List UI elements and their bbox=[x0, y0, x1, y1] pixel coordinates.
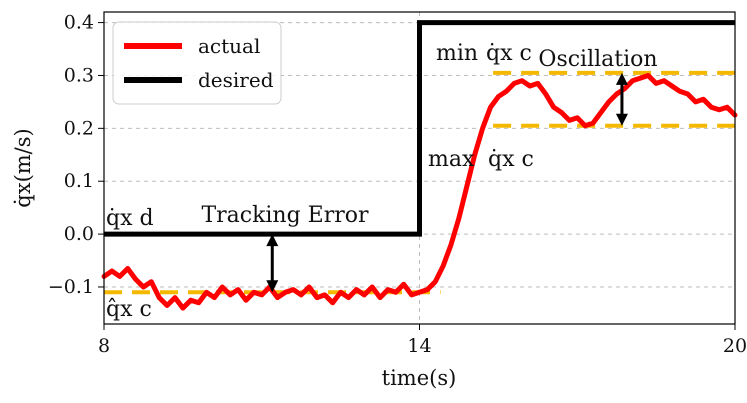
arrow-head-down bbox=[615, 113, 628, 126]
series-layer bbox=[101, 20, 738, 311]
annotation-q-desired: q̇x d bbox=[106, 206, 154, 231]
y-tick-label: −0.1 bbox=[48, 276, 94, 298]
x-tick-label: 20 bbox=[723, 335, 747, 357]
y-ticks: −0.1 0.0 0.1 0.2 0.3 0.4 bbox=[48, 12, 104, 298]
annotation-q-command-low: q̂x c bbox=[106, 297, 152, 322]
legend-box bbox=[112, 21, 282, 105]
annotation-max: max bbox=[428, 147, 475, 172]
arrow-head-up bbox=[266, 234, 279, 247]
x-axis-label: time(s) bbox=[382, 366, 457, 390]
y-tick-label: 0.3 bbox=[64, 64, 94, 86]
annotation-tracking-error: Tracking Error bbox=[201, 203, 369, 228]
arrows bbox=[266, 72, 628, 293]
annotation-min: min bbox=[436, 41, 478, 66]
series-line-actual bbox=[101, 73, 738, 311]
annotation-max-q: q̇x c bbox=[488, 147, 534, 172]
y-tick-label: 0.2 bbox=[64, 117, 94, 139]
legend-label-actual: actual bbox=[198, 34, 260, 58]
arrow-head-up bbox=[615, 72, 628, 85]
y-axis-label: q̇x(m/s) bbox=[11, 128, 35, 207]
annotation-oscillation: Oscillation bbox=[538, 47, 657, 72]
x-tick-label: 8 bbox=[98, 335, 110, 357]
y-tick-label: 0.0 bbox=[64, 223, 94, 245]
x-tick-label: 14 bbox=[407, 335, 431, 357]
legend-label-desired: desired bbox=[198, 68, 274, 92]
x-ticks: 8 14 20 bbox=[98, 324, 747, 357]
y-tick-label: 0.4 bbox=[64, 12, 94, 34]
y-tick-label: 0.1 bbox=[64, 170, 94, 192]
annotation-min-q: q̇x c bbox=[486, 41, 532, 66]
series-line-desired bbox=[104, 20, 735, 237]
legend: actual desired bbox=[112, 21, 282, 105]
arrow-head-down bbox=[266, 280, 279, 293]
